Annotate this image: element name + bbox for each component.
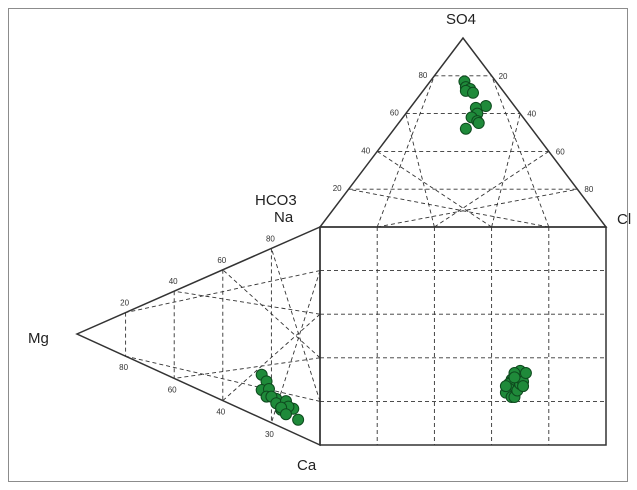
cation-grid-line <box>270 248 321 402</box>
cation-sample-point <box>279 408 292 421</box>
diamond-sample-point <box>519 367 532 380</box>
cation-sample-point <box>292 413 305 426</box>
mg-vertex-label: Mg <box>28 330 49 347</box>
cation-grid-line <box>174 290 321 315</box>
anion-right-tick-label: 60 <box>556 147 565 156</box>
anion-grid-line <box>405 113 435 228</box>
anion-sample-point <box>479 100 492 113</box>
cation-lower-tick-label: 30 <box>265 430 274 439</box>
anion-right-tick-label: 20 <box>499 72 508 81</box>
cation-grid-line <box>174 357 321 379</box>
cation-upper-tick-label: 20 <box>120 299 129 308</box>
anion-sample-point <box>459 122 472 135</box>
anion-left-tick-label: 20 <box>333 184 342 193</box>
ca-vertex-label: Ca <box>297 457 317 474</box>
cation-upper-tick-label: 60 <box>217 256 226 265</box>
anion-grid-line <box>377 188 578 228</box>
so4-vertex-label: SO4 <box>446 11 476 28</box>
cation-upper-tick-label: 80 <box>266 234 275 243</box>
diamond-sample-point <box>508 371 521 384</box>
anion-left-tick-label: 40 <box>361 146 370 155</box>
anion-grid-line <box>491 75 550 228</box>
cl-vertex-label: Cl <box>617 211 631 228</box>
anion-sample-point <box>472 117 485 130</box>
anion-left-tick-label: 60 <box>390 109 399 118</box>
cation-lower-tick-label: 60 <box>168 385 177 394</box>
anion-left-tick-label: 80 <box>418 71 427 80</box>
anion-grid-line <box>434 151 550 228</box>
sample-point-layer <box>255 75 532 426</box>
anion-grid-line <box>491 113 521 228</box>
anion-right-tick-label: 40 <box>527 110 536 119</box>
hco3-vertex-label: HCO3 <box>255 192 297 209</box>
outline-layer <box>75 36 608 447</box>
cation-upper-tick-label: 40 <box>169 277 178 286</box>
tick-label-layer: 20 40 60 80 20 40 60 80 20 40 60 80 80 60 40 30 <box>119 71 594 439</box>
diamond-sample-point <box>499 380 512 393</box>
na-vertex-label: Na <box>274 209 294 226</box>
chart-frame <box>8 8 628 482</box>
cation-grid-line <box>125 355 321 402</box>
anion-sample-point <box>467 86 480 99</box>
diamond-plot-outline <box>319 226 607 446</box>
cation-lower-tick-label: 40 <box>216 408 225 417</box>
cation-grid-line <box>222 313 321 401</box>
anion-grid-line <box>376 151 492 228</box>
anion-grid-line <box>348 188 549 228</box>
diamond-sample-point <box>517 380 530 393</box>
anion-right-tick-label: 80 <box>584 185 593 194</box>
cation-grid-line <box>222 269 321 359</box>
cation-lower-tick-label: 80 <box>119 363 128 372</box>
